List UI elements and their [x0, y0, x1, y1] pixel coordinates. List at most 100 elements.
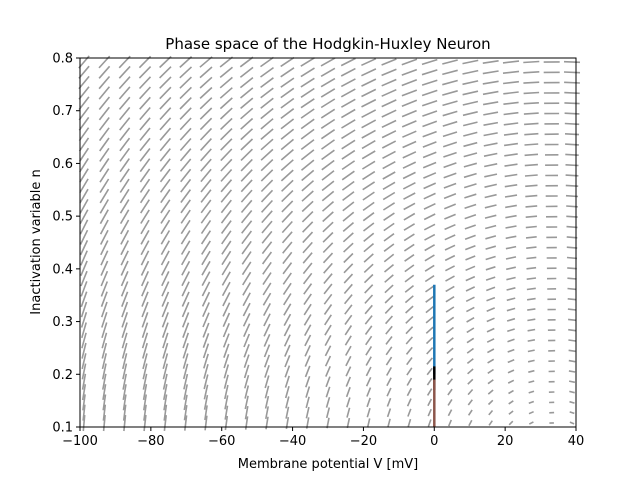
- vector-arrow: [342, 221, 355, 233]
- vector-arrow: [365, 335, 373, 346]
- vector-arrow: [80, 270, 88, 287]
- vector-arrow: [284, 344, 291, 357]
- y-tick-label: 0.5: [52, 210, 73, 225]
- vector-arrow: [202, 312, 210, 328]
- vector-arrow: [486, 327, 495, 333]
- vector-arrow: [305, 396, 310, 409]
- vector-arrow: [363, 222, 375, 232]
- vector-arrow: [445, 265, 455, 272]
- vector-arrow: [202, 333, 210, 348]
- vector-arrow: [523, 81, 540, 84]
- vector-arrow: [322, 242, 334, 254]
- vector-arrow: [421, 89, 438, 97]
- vector-arrow: [507, 379, 515, 384]
- vector-arrow: [260, 189, 274, 203]
- vector-arrow: [325, 365, 331, 377]
- vector-arrow: [184, 415, 188, 431]
- vector-arrow: [280, 108, 295, 120]
- vector-field: [78, 55, 581, 432]
- vector-arrow: [119, 178, 130, 193]
- x-tick-label: 20: [497, 434, 514, 449]
- vector-arrow: [305, 386, 311, 398]
- vector-arrow: [344, 335, 352, 346]
- x-tick-label: 0: [430, 434, 438, 449]
- vector-arrow: [140, 250, 150, 266]
- vector-arrow: [568, 359, 576, 363]
- vector-arrow: [407, 408, 412, 417]
- vector-arrow: [224, 395, 229, 410]
- vector-arrow: [423, 223, 436, 231]
- vector-arrow: [366, 387, 372, 397]
- vector-arrow: [506, 266, 516, 271]
- vector-arrow: [462, 59, 479, 65]
- vector-arrow: [181, 281, 190, 297]
- vector-arrow: [81, 342, 87, 359]
- vector-arrow: [159, 107, 172, 121]
- vector-arrow: [222, 292, 231, 307]
- vector-arrow: [162, 353, 169, 370]
- vector-arrow: [425, 295, 435, 303]
- vector-arrow: [284, 355, 291, 368]
- vector-arrow: [567, 287, 577, 291]
- vector-arrow: [183, 373, 189, 390]
- vector-arrow: [160, 199, 171, 214]
- vector-arrow: [465, 286, 476, 292]
- vector-arrow: [421, 69, 438, 76]
- x-tick-label: 40: [568, 434, 585, 449]
- vector-arrow: [523, 112, 539, 115]
- vector-arrow: [524, 174, 538, 177]
- vector-arrow: [442, 120, 458, 127]
- vector-arrow: [523, 60, 540, 64]
- vector-arrow: [99, 178, 110, 194]
- vector-arrow: [100, 250, 109, 266]
- vector-arrow: [506, 297, 516, 302]
- vector-arrow: [322, 221, 334, 233]
- vector-arrow: [223, 364, 230, 379]
- vector-arrow: [80, 311, 88, 328]
- vector-arrow: [504, 153, 518, 157]
- vector-arrow: [101, 353, 107, 370]
- vector-arrow: [221, 271, 231, 286]
- vector-arrow: [221, 281, 231, 297]
- vector-arrow: [345, 366, 352, 377]
- vector-arrow: [120, 240, 130, 256]
- vector-arrow: [525, 225, 537, 229]
- vector-arrow: [321, 149, 335, 161]
- vector-arrow: [446, 337, 454, 344]
- vector-arrow: [526, 256, 537, 260]
- vector-arrow: [143, 404, 147, 421]
- vector-arrow: [425, 326, 434, 334]
- vector-arrow: [204, 415, 208, 431]
- vector-arrow: [484, 193, 497, 199]
- vector-arrow: [200, 138, 212, 151]
- vector-arrow: [142, 353, 148, 370]
- vector-arrow: [78, 106, 90, 121]
- vector-arrow: [503, 101, 519, 105]
- vector-arrow: [181, 250, 191, 266]
- vector-arrow: [283, 334, 291, 347]
- vector-arrow: [162, 373, 168, 390]
- vector-arrow: [364, 315, 373, 325]
- vector-arrow: [483, 132, 498, 137]
- y-tick-label: 0.7: [52, 104, 73, 119]
- vector-arrow: [384, 274, 394, 283]
- vector-arrow: [282, 262, 293, 275]
- vector-arrow: [220, 179, 233, 193]
- vector-arrow: [341, 180, 355, 191]
- vector-arrow: [161, 322, 169, 338]
- vector-arrow: [101, 363, 107, 380]
- vector-arrow: [221, 261, 232, 276]
- x-tick-label: −60: [208, 434, 235, 449]
- vector-arrow: [467, 409, 473, 416]
- vector-arrow: [324, 324, 332, 336]
- vector-arrow: [403, 243, 415, 252]
- vector-arrow: [523, 91, 540, 95]
- vector-arrow: [321, 180, 335, 192]
- vector-arrow: [261, 220, 273, 234]
- vector-arrow: [466, 337, 475, 344]
- vector-arrow: [281, 210, 294, 223]
- vector-arrow: [301, 180, 315, 192]
- vector-arrow: [99, 158, 110, 173]
- vector-arrow: [239, 87, 254, 99]
- vector-arrow: [483, 111, 499, 116]
